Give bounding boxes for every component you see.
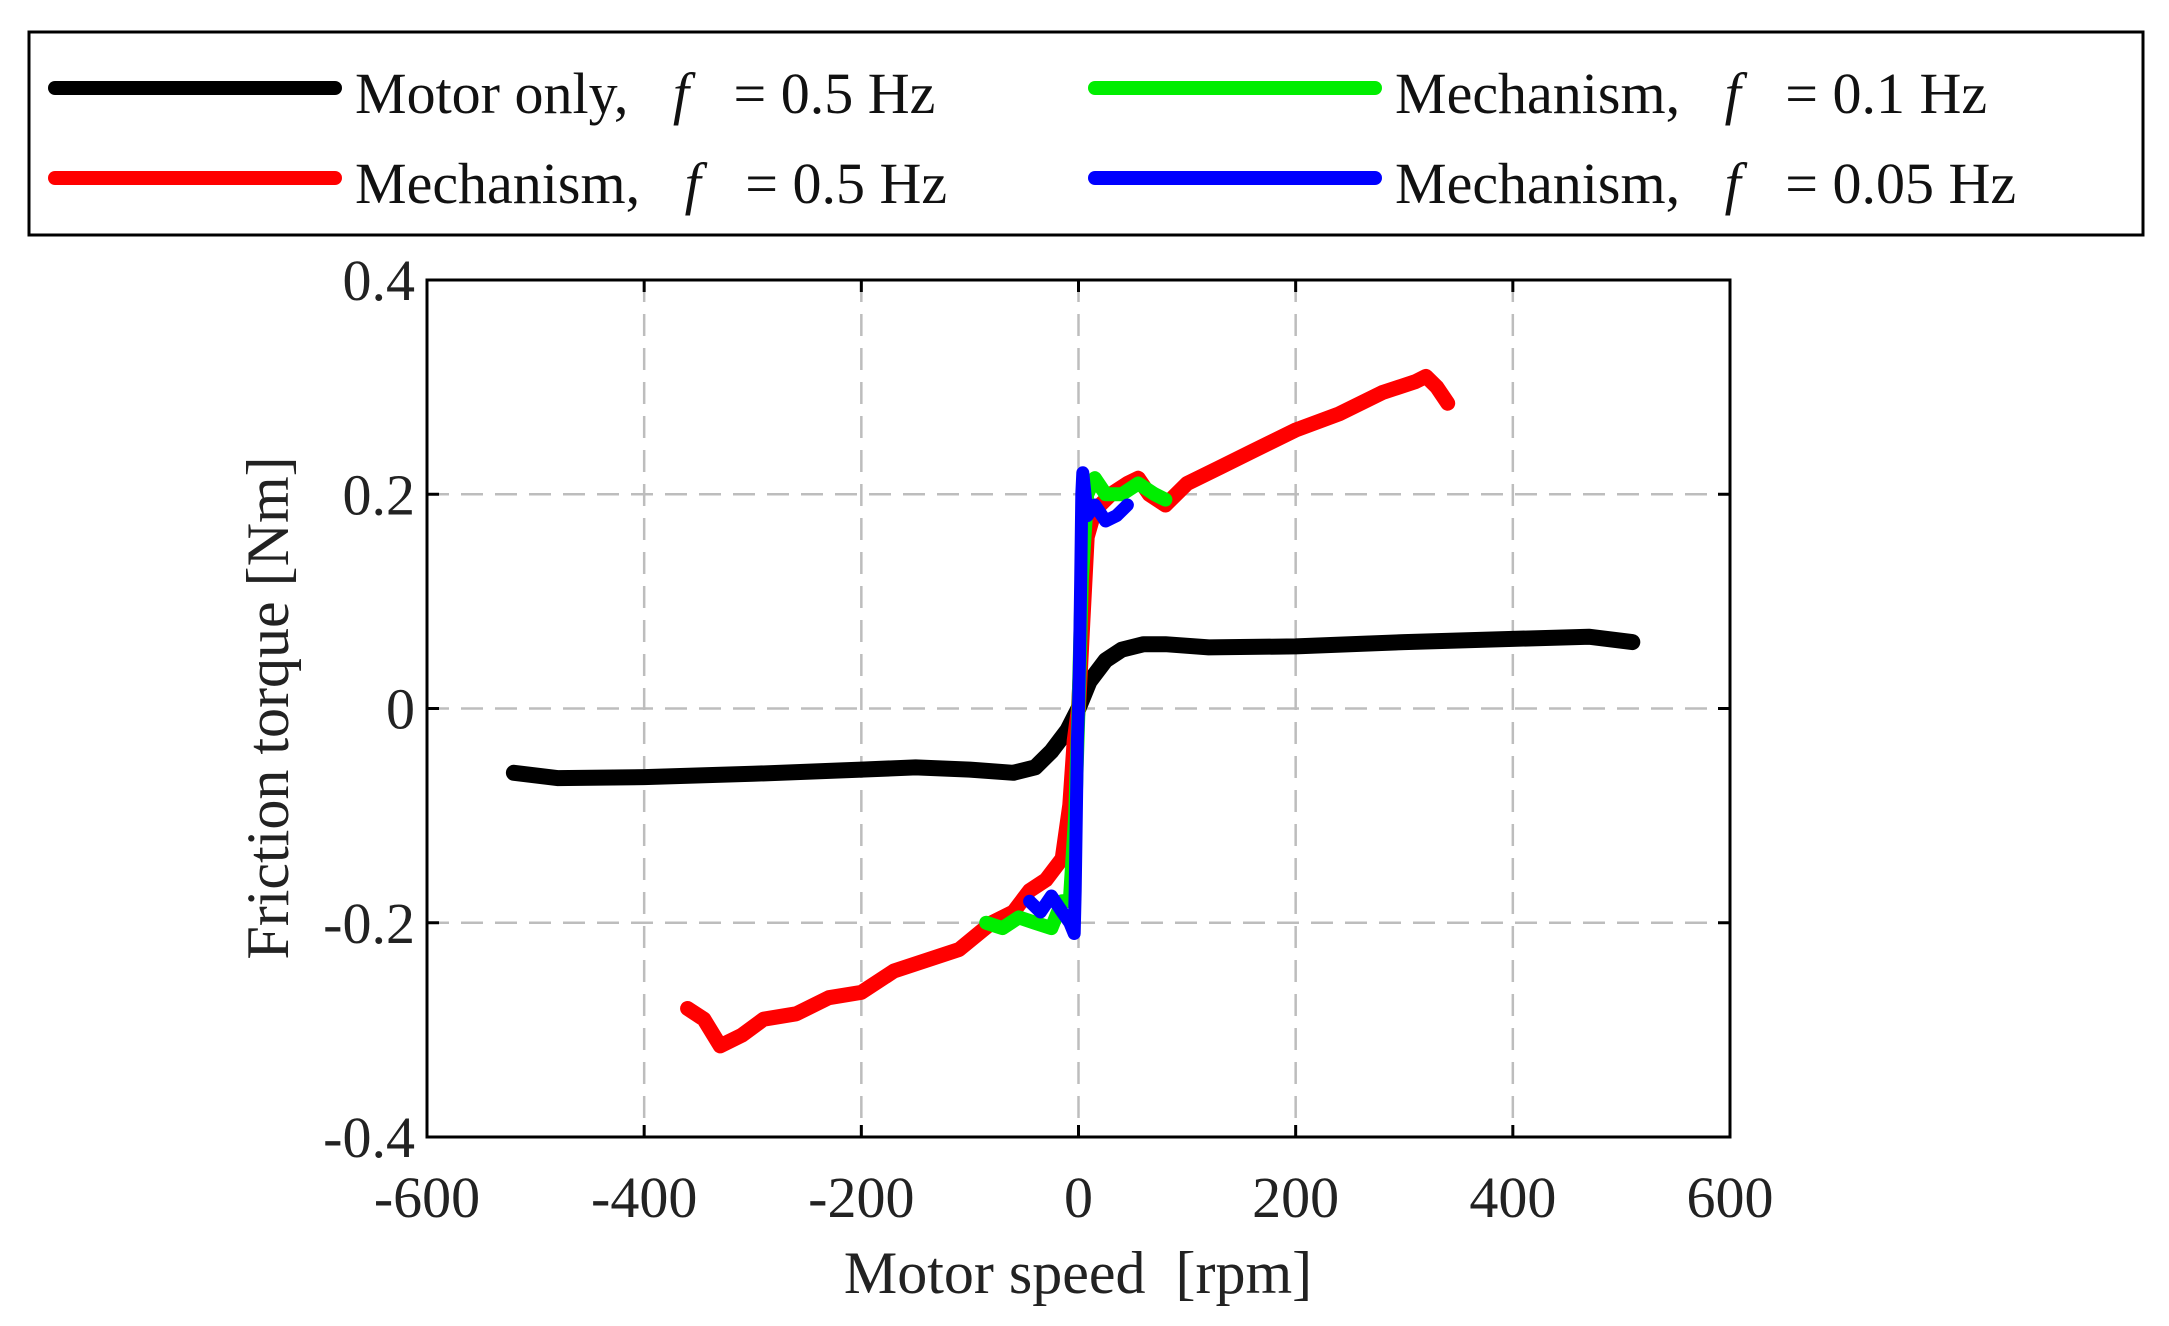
legend-entry-mech-01: Mechanism, f = 0.1 Hz bbox=[1088, 61, 1987, 126]
legend-label-prefix: Mechanism, bbox=[1395, 61, 1680, 126]
y-tick-label: -0.4 bbox=[323, 1105, 415, 1170]
legend-entry-mech-005: Mechanism, f = 0.05 Hz bbox=[1088, 151, 2016, 216]
svg-text:Mechanism, f =: Mechanism, f = 0.05 Hz bbox=[1395, 151, 2016, 216]
y-tick-label: 0 bbox=[386, 677, 415, 742]
svg-text:Motor only, f: Motor only, f = 0.5 Hz bbox=[355, 61, 935, 126]
legend-label-prefix: Motor only, bbox=[355, 61, 628, 126]
x-tick-label: -400 bbox=[591, 1165, 697, 1230]
x-tick-label: 200 bbox=[1252, 1165, 1339, 1230]
series-layer bbox=[505, 368, 1641, 1054]
legend-label-var: f bbox=[673, 61, 696, 126]
tick-labels: -600 -400 -200 0 200 400 600 -0.4 -0.2 0 0.2 0.4 bbox=[323, 248, 1773, 1230]
legend-label-suffix: = 0.5 Hz bbox=[745, 151, 947, 216]
x-tick-label: 400 bbox=[1469, 1165, 1556, 1230]
x-tick-label: 0 bbox=[1064, 1165, 1093, 1230]
legend-label-prefix: Mechanism, bbox=[1395, 151, 1680, 216]
legend-label-suffix: = 0.05 Hz bbox=[1785, 151, 2016, 216]
x-tick-label: -600 bbox=[374, 1165, 480, 1230]
legend-label-var: f bbox=[1725, 61, 1748, 126]
x-tick-label: -200 bbox=[808, 1165, 914, 1230]
y-tick-label: -0.2 bbox=[323, 891, 415, 956]
y-tick-label: 0.2 bbox=[343, 462, 416, 527]
ticks bbox=[425, 278, 1732, 1139]
x-axis-title: Motor speed [rpm] bbox=[844, 1240, 1312, 1306]
x-tick-label: 600 bbox=[1687, 1165, 1774, 1230]
legend-label-var: f bbox=[685, 151, 708, 216]
y-axis-title: Friction torque [Nm] bbox=[235, 456, 301, 959]
y-tick-label: 0.4 bbox=[343, 248, 416, 313]
legend-label-prefix: Mechanism, bbox=[355, 151, 640, 216]
svg-text:Mechanism, f =: Mechanism, f = 0.5 Hz bbox=[355, 151, 947, 216]
series-mechanism-0-05hz bbox=[1023, 466, 1134, 940]
legend-entry-motor-only: Motor only, f = 0.5 Hz bbox=[48, 61, 935, 126]
svg-text:Mechanism, f =: Mechanism, f = 0.1 Hz bbox=[1395, 61, 1987, 126]
legend-label-suffix: = 0.1 Hz bbox=[1785, 61, 1987, 126]
legend-entry-mech-05: Mechanism, f = 0.5 Hz bbox=[48, 151, 947, 216]
legend: Motor only, f = 0.5 Hz Mechanism, f = 0.… bbox=[27, 30, 2145, 237]
legend-label-suffix: = 0.5 Hz bbox=[733, 61, 935, 126]
legend-box bbox=[27, 30, 2145, 237]
legend-label-var: f bbox=[1725, 151, 1748, 216]
